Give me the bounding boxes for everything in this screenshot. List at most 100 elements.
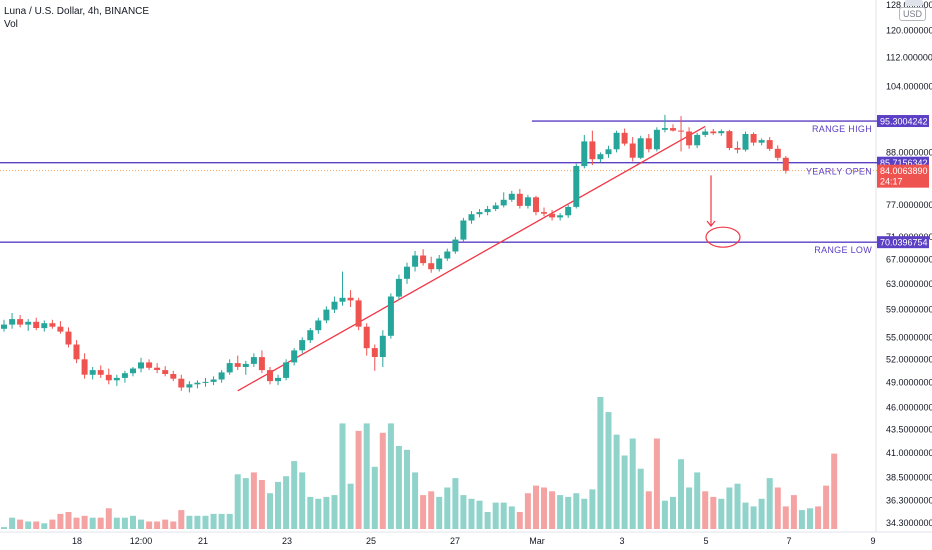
volume-indicator-label: Vol	[4, 19, 18, 30]
candle-body	[315, 320, 322, 331]
candle-body	[267, 370, 273, 382]
volume-bar	[500, 502, 507, 529]
candle-body	[299, 340, 306, 351]
volume-bar	[258, 480, 265, 529]
volume-bar	[718, 498, 725, 529]
y-tick-label: 46.0000000	[886, 403, 932, 413]
x-tick-label: 12:00	[130, 536, 153, 546]
candle-body	[65, 331, 72, 345]
volume-bar	[299, 472, 306, 529]
volume-bar	[57, 513, 64, 529]
y-tick-label: 52.0000000	[886, 354, 932, 364]
candle-body	[178, 378, 185, 388]
volume-bar	[831, 453, 838, 529]
x-tick-label: 7	[786, 536, 791, 546]
volume-bar	[202, 515, 209, 529]
y-tick-label: 120.0000000	[886, 25, 932, 35]
volume-bar	[146, 521, 153, 529]
volume-bar	[460, 495, 467, 529]
candle-body	[726, 131, 733, 148]
candle-body	[678, 130, 684, 132]
volume-bar	[17, 519, 24, 529]
volume-bar	[379, 432, 386, 529]
candle-body	[541, 212, 547, 214]
volume-bar	[65, 512, 72, 529]
candle-body	[81, 359, 88, 375]
x-tick-label: 27	[450, 536, 460, 546]
candle-body	[508, 193, 515, 200]
candle-body	[621, 132, 628, 144]
volume-bar	[395, 446, 402, 529]
volume-bar	[371, 466, 378, 529]
candle-body	[686, 131, 693, 146]
level-label: YEARLY OPEN	[806, 167, 872, 177]
candle-body	[57, 326, 64, 332]
candle-body	[138, 362, 144, 369]
candle-body	[323, 309, 330, 321]
candle-body	[355, 300, 362, 327]
candle-body	[41, 323, 48, 329]
x-tick-label: 25	[366, 536, 376, 546]
volume-bar	[790, 495, 797, 529]
volume-bar	[557, 495, 564, 529]
volume-bar	[734, 483, 741, 529]
y-tick-label: 41.0000000	[886, 448, 932, 458]
volume-bar	[339, 423, 346, 529]
candle-body	[573, 166, 580, 207]
candle-body	[460, 220, 467, 240]
volume-bar	[444, 487, 451, 529]
candle-body	[557, 215, 564, 218]
volume-bar	[130, 515, 136, 529]
volume-bar	[428, 491, 435, 529]
volume-bar	[315, 498, 322, 529]
candle-body	[371, 348, 378, 357]
volume-bar	[541, 487, 547, 529]
scale-menu-icon[interactable]	[905, 0, 923, 6]
volume-bar	[565, 496, 572, 529]
volume-bar	[226, 513, 233, 529]
x-tick-label: 23	[282, 536, 292, 546]
candle-body	[766, 140, 773, 149]
level-price-tag: 85.7156342	[880, 158, 928, 168]
volume-bar	[589, 489, 596, 529]
candle-body	[710, 131, 717, 134]
volume-bar	[25, 521, 32, 529]
volume-bar	[363, 423, 370, 529]
candle-body	[105, 374, 112, 381]
candle-body	[533, 197, 539, 213]
candle-body	[750, 134, 757, 143]
candle-body	[242, 363, 249, 367]
volume-bar	[275, 481, 281, 529]
volume-bar	[766, 478, 773, 529]
candle-body	[428, 263, 435, 270]
volume-bar	[661, 500, 668, 529]
volume-bar	[89, 517, 96, 529]
volume-bar	[516, 512, 523, 529]
candle-body	[258, 357, 265, 371]
candle-body	[331, 301, 338, 310]
volume-bar	[1, 527, 7, 529]
y-tick-label: 88.0000000	[886, 147, 932, 157]
volume-bar	[645, 491, 652, 529]
y-tick-label: 36.3000000	[886, 496, 932, 506]
volume-bar	[581, 498, 588, 529]
volume-bar	[823, 485, 830, 529]
volume-bar	[121, 517, 128, 529]
candle-body	[492, 205, 499, 209]
volume-bar	[549, 491, 556, 529]
candle-body	[782, 157, 789, 171]
volume-bar	[653, 438, 660, 529]
level-label: RANGE LOW	[814, 245, 872, 255]
volume-bar	[81, 515, 88, 529]
currency-badge[interactable]: USD	[898, 7, 926, 21]
candle-body	[629, 143, 636, 158]
volume-bar	[726, 487, 733, 529]
candle-body	[452, 239, 459, 252]
volume-bar	[162, 519, 169, 529]
volume-bar	[170, 521, 177, 529]
volume-bar	[105, 508, 112, 529]
candle-body	[33, 321, 40, 328]
candle-body	[436, 258, 443, 270]
candle-body	[347, 297, 354, 301]
